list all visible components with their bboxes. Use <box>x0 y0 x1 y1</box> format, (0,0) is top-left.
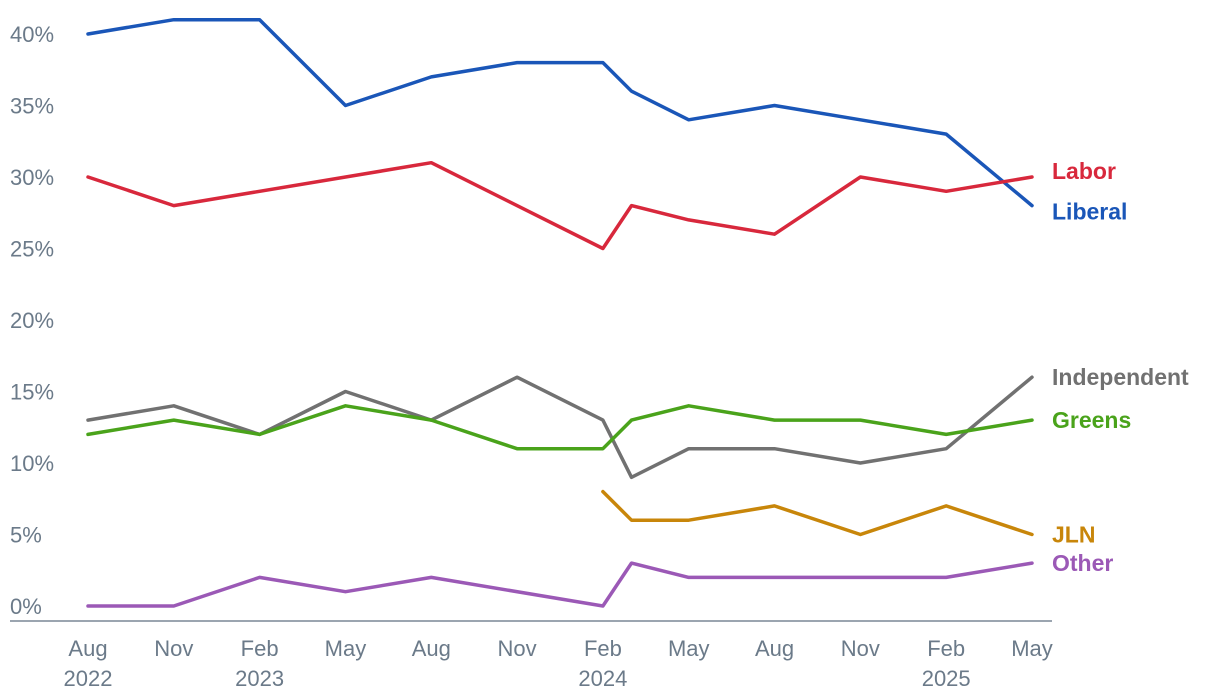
series-line-jln <box>601 489 1034 537</box>
x-tick-label: Feb <box>584 636 622 661</box>
y-tick-label: 15% <box>10 380 54 405</box>
series-label-independent: Independent <box>1052 364 1189 390</box>
y-tick-label: 40% <box>10 22 54 47</box>
y-tick-label: 35% <box>10 94 54 119</box>
y-axis: 0% 5% 10% 15% 20% 25% 30% 35% 40% <box>10 22 54 619</box>
y-tick-label: 10% <box>10 451 54 476</box>
x-tick-label: Aug <box>68 636 107 661</box>
x-tick-year-label: 2024 <box>578 666 627 691</box>
series-label-liberal: Liberal <box>1052 199 1127 225</box>
x-tick-year-label: 2023 <box>235 666 284 691</box>
series-line-liberal <box>86 17 1034 208</box>
series-line-labor <box>86 160 1034 251</box>
x-tick-label: May <box>1011 636 1053 661</box>
x-tick-year-label: 2022 <box>64 666 113 691</box>
series-label-greens: Greens <box>1052 407 1131 433</box>
x-tick-label: Feb <box>927 636 965 661</box>
x-axis: Aug 2022 Nov Feb 2023 May Aug Nov Feb 2024 May Aug N… <box>64 636 1053 691</box>
series-label-labor: Labor <box>1052 158 1116 184</box>
y-tick-label: 20% <box>10 308 54 333</box>
series-line-independent <box>86 375 1034 480</box>
x-tick-label: Feb <box>241 636 279 661</box>
y-tick-label: 0% <box>10 594 42 619</box>
y-tick-label: 5% <box>10 523 42 548</box>
x-tick-label: May <box>668 636 710 661</box>
series-line-greens <box>86 404 1034 451</box>
series-lines <box>86 17 1034 608</box>
y-tick-label: 25% <box>10 237 54 262</box>
x-tick-year-label: 2025 <box>922 666 971 691</box>
x-tick-label: Nov <box>154 636 193 661</box>
x-tick-label: Aug <box>755 636 794 661</box>
y-tick-label: 30% <box>10 165 54 190</box>
series-label-other: Other <box>1052 550 1113 576</box>
series-line-other <box>86 561 1034 608</box>
x-tick-label: Nov <box>841 636 880 661</box>
x-tick-label: May <box>325 636 367 661</box>
series-label-jln: JLN <box>1052 522 1095 548</box>
x-tick-label: Nov <box>498 636 537 661</box>
x-tick-label: Aug <box>412 636 451 661</box>
